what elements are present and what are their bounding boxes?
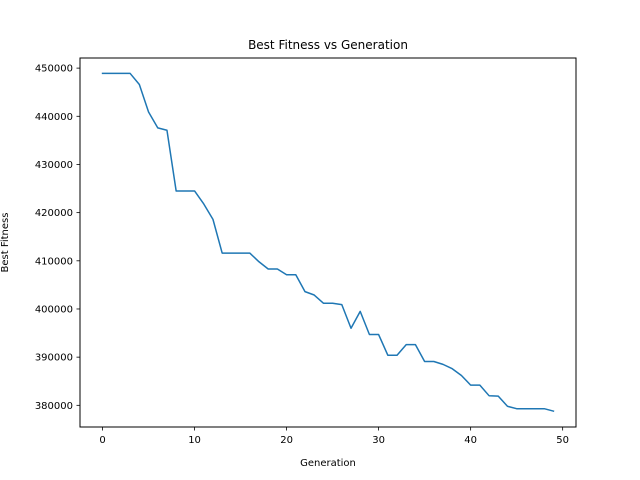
x-tick-label: 0 — [99, 435, 105, 446]
x-tick-label: 20 — [280, 435, 293, 446]
y-tick-label: 430000 — [35, 160, 73, 171]
chart-title: Best Fitness vs Generation — [248, 38, 408, 52]
y-tick-label: 410000 — [35, 256, 73, 267]
plot-frame — [79, 57, 577, 428]
y-tick-label: 450000 — [35, 64, 73, 75]
plot-area — [80, 58, 576, 427]
x-tick-label: 10 — [188, 435, 201, 446]
y-tick-label: 420000 — [35, 208, 73, 219]
series-layer — [101, 72, 555, 413]
x-tick-label: 40 — [464, 435, 477, 446]
x-tick-label: 30 — [372, 435, 385, 446]
y-tick-label: 380000 — [35, 401, 73, 412]
y-tick-label: 400000 — [35, 304, 73, 315]
y-axis-label: Best Fitness — [0, 213, 11, 273]
y-tick-label: 440000 — [35, 112, 73, 123]
y-tick-label: 390000 — [35, 353, 73, 364]
x-axis-label: Generation — [300, 458, 356, 469]
y-axis: 380000 390000 400000 410000 420000 430000 4400… — [35, 64, 80, 412]
x-axis: 0 10 20 30 40 50 — [99, 427, 569, 446]
x-tick-label: 50 — [556, 435, 569, 446]
series-line — [101, 72, 555, 413]
